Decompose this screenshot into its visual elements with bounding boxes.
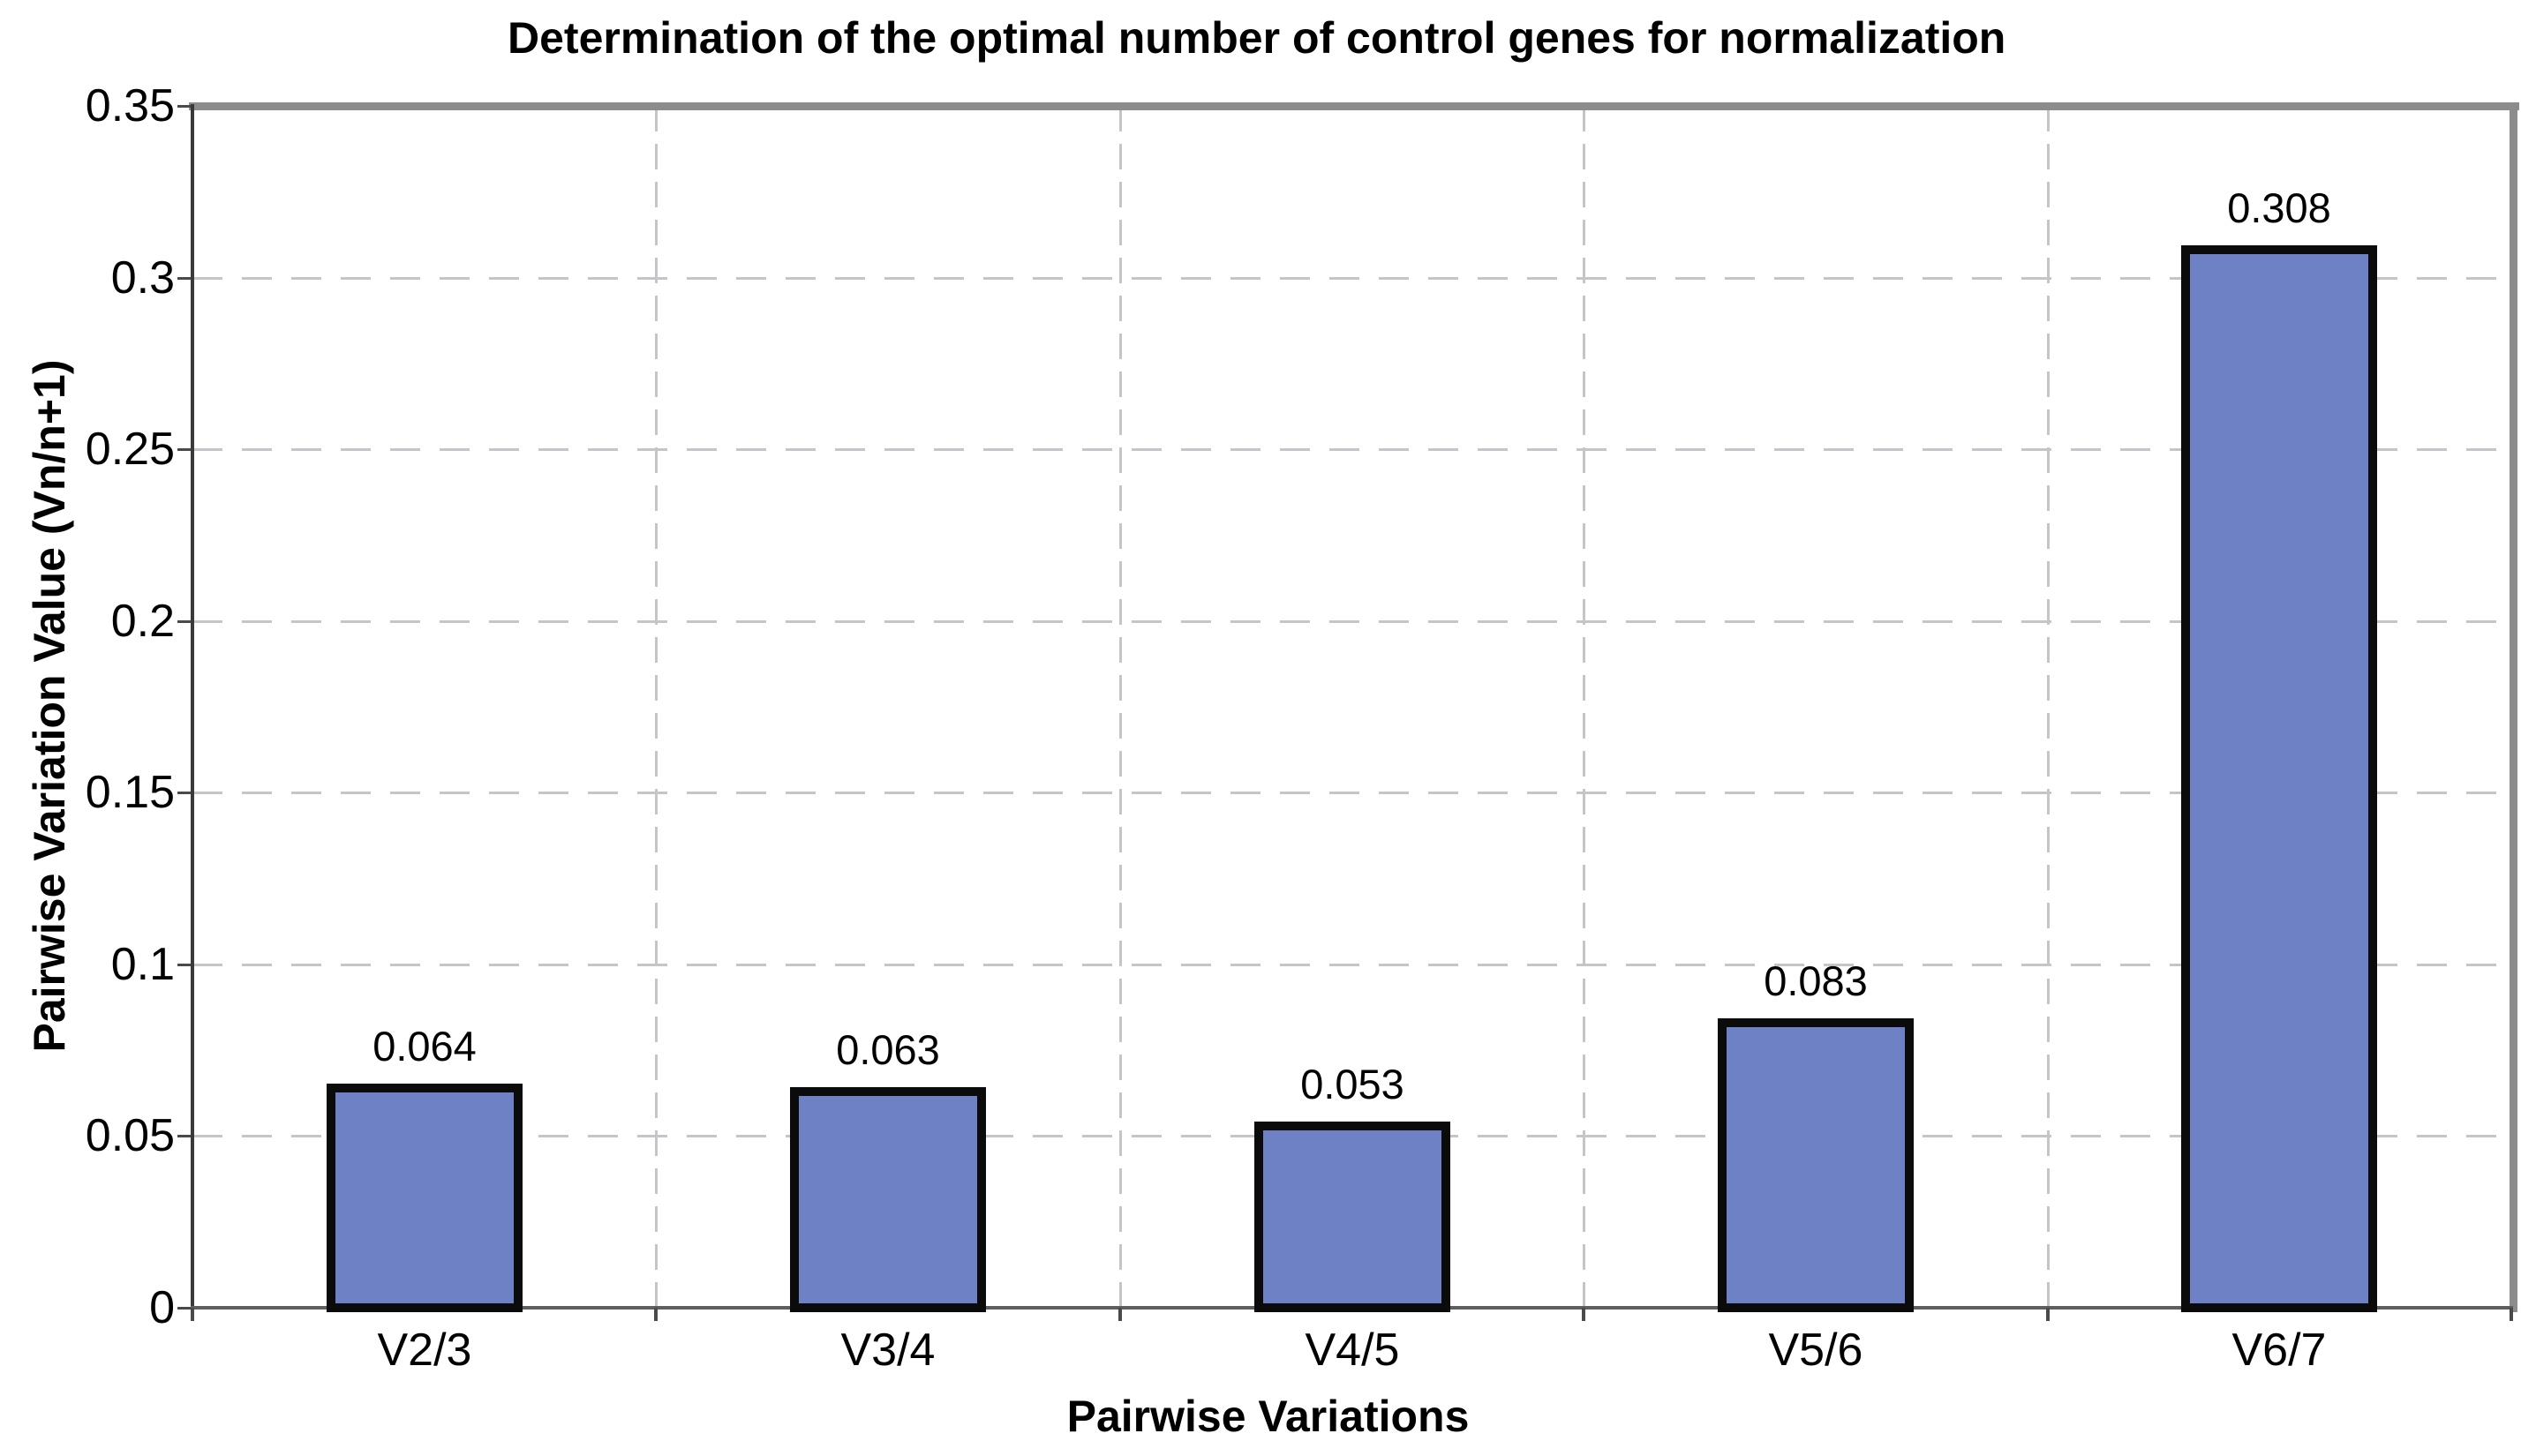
bar-value-label-v3-4: 0.063 (836, 1026, 940, 1073)
y-tick-label: 0.15 (85, 767, 175, 818)
x-axis-tick (654, 1308, 658, 1321)
y-tick-label: 0.2 (110, 596, 175, 647)
y-axis-tick (177, 1135, 191, 1137)
y-tick-label: 0.3 (110, 252, 175, 304)
y-tick-label: 0.25 (85, 424, 175, 475)
y-tick-label: 0.1 (110, 939, 175, 990)
v-gridline (655, 106, 658, 1308)
y-axis-tick (177, 620, 191, 623)
bar-value-label-v5-6: 0.083 (1764, 957, 1868, 1004)
y-axis-tick (177, 105, 191, 108)
x-tick-label-v4-5: V4/5 (1305, 1325, 1400, 1376)
x-tick-label-v3-4: V3/4 (840, 1325, 936, 1376)
y-axis-tick (177, 792, 191, 794)
bar-value-label-v4-5: 0.053 (1300, 1061, 1404, 1107)
y-axis-tick (177, 964, 191, 966)
x-tick-label-v6-7: V6/7 (2231, 1325, 2327, 1376)
chart-title: Determination of the optimal number of c… (508, 13, 2006, 63)
x-axis-title: Pairwise Variations (1066, 1392, 1470, 1441)
bar-v2-3 (327, 1084, 523, 1312)
v-gridline (2047, 106, 2050, 1308)
x-tick-label-v5-6: V5/6 (1768, 1325, 1863, 1376)
bar-value-label-v6-7: 0.308 (2227, 184, 2331, 231)
bar-value-label-v2-3: 0.064 (372, 1023, 477, 1069)
y-tick-label: 0 (149, 1282, 175, 1333)
h-gridline (192, 620, 2511, 623)
plot-border-right (2510, 102, 2517, 1312)
y-tick-label: 0.05 (85, 1110, 175, 1161)
plot-border-top (189, 102, 2519, 110)
h-gridline (192, 277, 2511, 280)
bar-v4-5 (1254, 1122, 1450, 1312)
v-gridline (1119, 106, 1122, 1308)
bar-v6-7 (2181, 245, 2377, 1312)
h-gridline (192, 448, 2511, 451)
x-axis-tick (191, 1308, 194, 1321)
y-tick-label: 0.35 (85, 80, 175, 131)
y-axis-tick (177, 448, 191, 451)
x-axis-tick (2046, 1308, 2050, 1321)
x-axis-tick (2510, 1308, 2513, 1321)
bar-v3-4 (790, 1087, 986, 1312)
x-axis-tick (1118, 1308, 1122, 1321)
plot-area: 0.064 0.063 0.053 0.083 0.308 (192, 106, 2511, 1312)
y-axis-tick (177, 277, 191, 280)
h-gridline (192, 964, 2511, 966)
v-gridline (1583, 106, 1585, 1308)
h-gridline (192, 792, 2511, 794)
x-tick-label-v2-3: V2/3 (377, 1325, 472, 1376)
x-axis-tick (1582, 1308, 1585, 1321)
y-axis-tick (177, 1307, 191, 1310)
bar-v5-6 (1718, 1018, 1914, 1312)
y-axis-line (191, 104, 194, 1310)
